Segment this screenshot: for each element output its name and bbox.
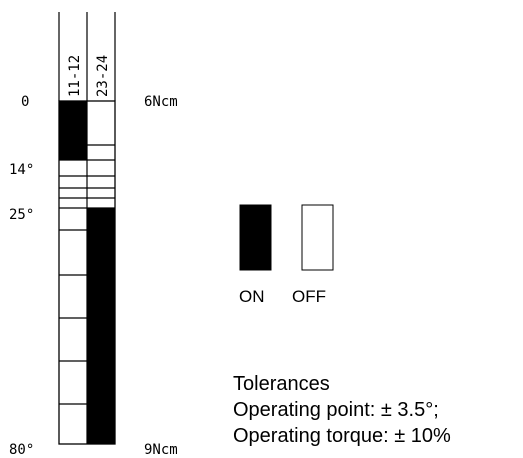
tolerance-operating-point: Operating point: ± 3.5°; <box>233 399 439 421</box>
tolerances-title: Tolerances <box>233 373 330 395</box>
angle-label-25: 25° <box>9 207 34 223</box>
legend-on-label: ON <box>239 287 265 306</box>
legend-on-swatch <box>239 204 272 271</box>
column-header <box>58 12 116 101</box>
torque-end-label: 9Ncm <box>144 442 178 458</box>
legend-off-label: OFF <box>292 287 326 306</box>
legend-off-swatch <box>301 204 334 271</box>
angle-label-14: 14° <box>9 162 34 178</box>
tolerance-operating-torque: Operating torque: ± 10% <box>233 425 451 447</box>
on-block-23-24 <box>87 208 115 444</box>
angle-label-0: 0 <box>21 94 29 110</box>
column-label-11-12: 11-12 <box>67 55 83 97</box>
angle-label-80: 80° <box>9 442 34 458</box>
on-block-11-12 <box>59 101 87 160</box>
torque-start-label: 6Ncm <box>144 94 178 110</box>
column-label-23-24: 23-24 <box>95 55 111 97</box>
row-separators <box>59 144 115 405</box>
